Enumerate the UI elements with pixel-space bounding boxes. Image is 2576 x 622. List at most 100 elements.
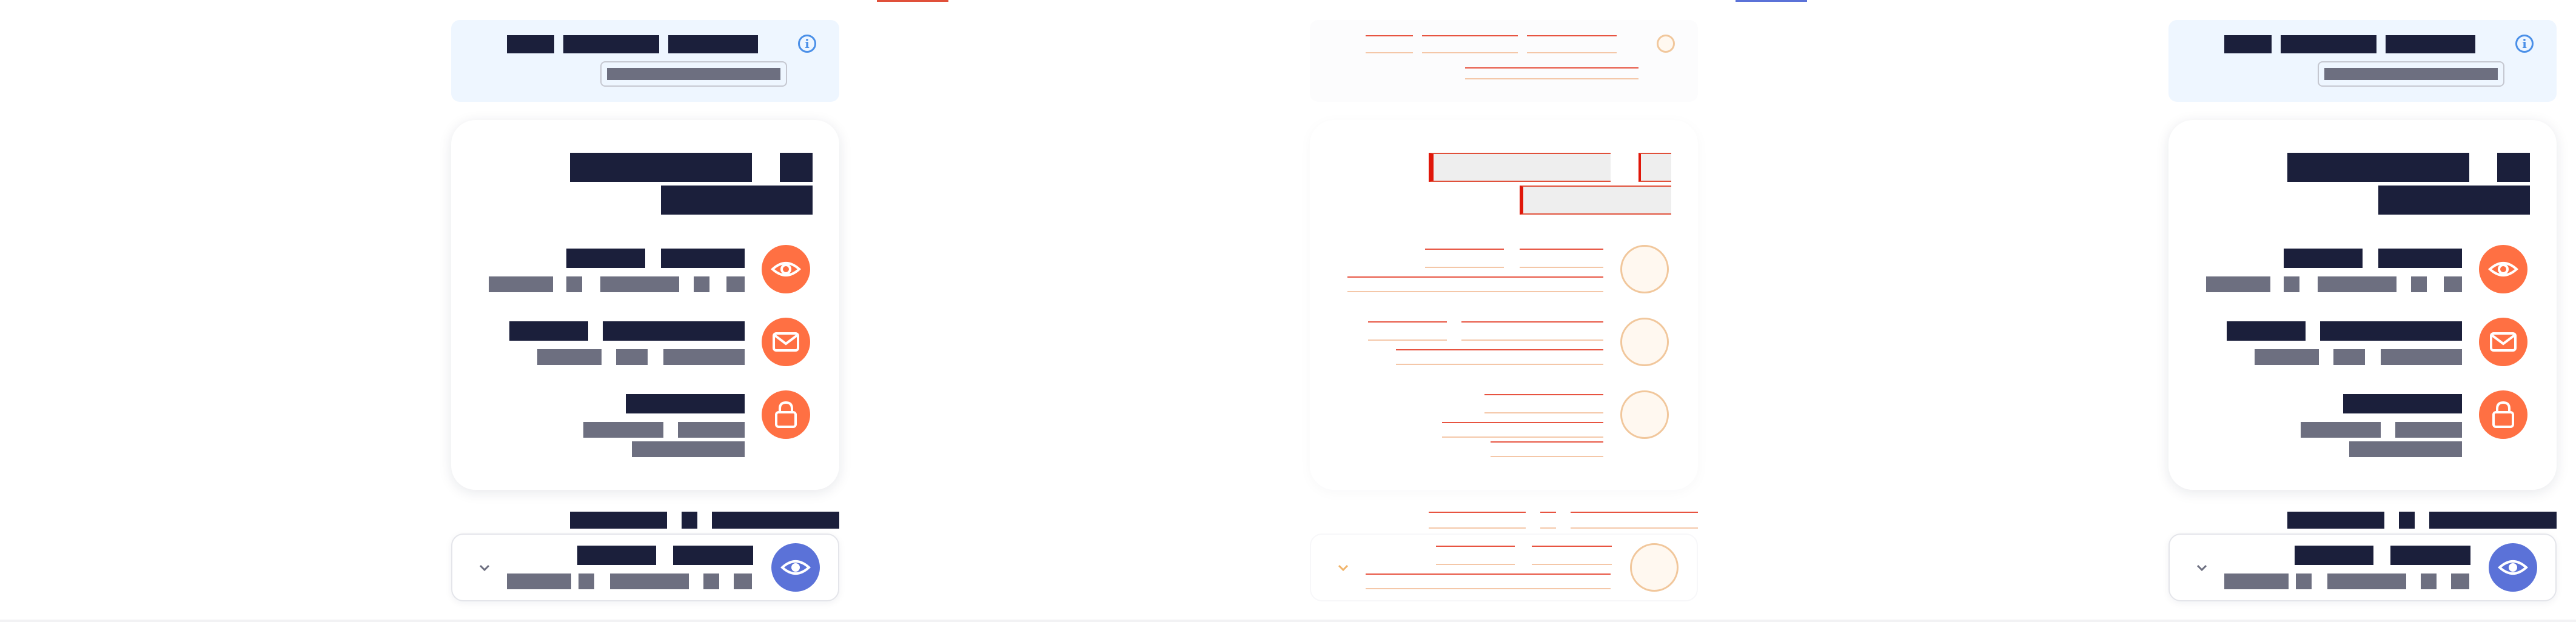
privacy-item-description [537, 349, 602, 365]
info-icon[interactable]: i [2515, 35, 2534, 53]
info-icon [1657, 35, 1675, 53]
privacy-item-description-line2 [2349, 441, 2462, 457]
collapsed-item-description-word [610, 574, 689, 589]
privacy-item-description-word [726, 276, 745, 292]
collapsed-item-description-word [579, 574, 594, 589]
privacy-card-heading-word [2497, 153, 2530, 182]
privacy-item-title [2227, 321, 2306, 341]
privacy-card-heading [570, 153, 752, 182]
privacy-item-description [583, 422, 663, 438]
privacy-item-title-word [2378, 249, 2462, 268]
lock-icon [1620, 390, 1669, 439]
info-banner: i [2168, 20, 2557, 102]
privacy-card [451, 120, 839, 490]
eye-icon [762, 245, 810, 293]
privacy-item-description-word [616, 349, 648, 365]
section-heading-word [682, 512, 697, 529]
info-link-badge[interactable] [600, 61, 787, 87]
privacy-item-title [566, 249, 645, 268]
ghost-heading [1520, 186, 1671, 215]
chevron-down-icon[interactable] [2193, 559, 2211, 577]
diff-marker [1736, 0, 1807, 2]
collapsed-item-description-word [2451, 574, 2469, 589]
collapsed-item-description-word [2296, 574, 2312, 589]
lock-icon [2479, 390, 2527, 439]
ghost-text [1461, 321, 1603, 341]
info-banner: i [451, 20, 839, 102]
ghost-text [1465, 67, 1639, 79]
panel-diff-overlay [859, 0, 1717, 622]
collapsed-item-title-word [2390, 546, 2470, 565]
collapsed-item-title [577, 546, 656, 565]
collapsed-item-ghost [1310, 533, 1698, 601]
privacy-item-title [626, 394, 745, 413]
collapsed-item[interactable] [451, 533, 839, 601]
diff-marker [877, 0, 948, 2]
ghost-text [1491, 441, 1603, 457]
privacy-item-description-word [2284, 276, 2299, 292]
info-message-word [507, 35, 554, 53]
ghost-text [1540, 512, 1556, 529]
ghost-text [1429, 512, 1526, 529]
panel-bottom-edge [1717, 620, 2576, 622]
eye-icon [1630, 543, 1679, 592]
privacy-item-title-word [661, 249, 745, 268]
collapsed-item-description-word [734, 574, 752, 589]
ghost-text [1422, 35, 1518, 53]
lock-icon [762, 390, 810, 439]
info-icon[interactable]: i [798, 35, 816, 53]
privacy-item-title [509, 321, 588, 341]
privacy-item-description-word [2395, 422, 2462, 438]
privacy-item-description-word [2318, 276, 2397, 292]
info-message-word [668, 35, 758, 53]
privacy-card-heading-word [780, 153, 813, 182]
collapsed-item-description [2224, 574, 2289, 589]
panel-bottom-edge [0, 620, 859, 622]
privacy-card [2168, 120, 2557, 490]
collapsed-item[interactable] [2168, 533, 2557, 601]
info-link-badge[interactable] [2318, 61, 2504, 87]
info-message-word [2281, 35, 2376, 53]
privacy-item-description-word [678, 422, 745, 438]
collapsed-item-title [2295, 546, 2373, 565]
ghost-heading [1429, 153, 1611, 182]
chevron-down-icon[interactable] [475, 559, 494, 577]
mail-icon [2479, 318, 2527, 366]
info-link-label [2324, 68, 2498, 80]
privacy-item-description-word [694, 276, 709, 292]
ghost-text [1532, 546, 1612, 565]
ghost-text [1442, 422, 1603, 438]
section-heading-word [2429, 512, 2557, 529]
collapsed-item-title-word [673, 546, 753, 565]
ghost-text [1520, 249, 1603, 268]
ghost-heading [1639, 153, 1671, 182]
privacy-card-ghost [1310, 120, 1698, 490]
ghost-text [1347, 276, 1603, 292]
privacy-item-title [2343, 394, 2462, 413]
ghost-text [1436, 546, 1515, 565]
privacy-item-title-word [603, 321, 745, 341]
ghost-text [1396, 349, 1603, 365]
info-message-word [2224, 35, 2272, 53]
ghost-text [1366, 35, 1413, 53]
section-heading-word [2399, 512, 2415, 529]
privacy-item-description [489, 276, 553, 292]
info-banner-ghost [1310, 20, 1698, 102]
info-link-label [607, 68, 780, 80]
eye-icon [1620, 245, 1669, 293]
eye-icon [2479, 245, 2527, 293]
ghost-text [1425, 249, 1504, 268]
chevron-down-icon [1338, 564, 1349, 572]
panel-rendered: i [0, 0, 859, 622]
mail-icon [762, 318, 810, 366]
collapsed-item-description-word [703, 574, 719, 589]
collapsed-item-description-word [2327, 574, 2406, 589]
privacy-item-title [2284, 249, 2363, 268]
privacy-item-description-line2 [632, 441, 745, 457]
privacy-item-description-word [600, 276, 679, 292]
collapsed-item-description-word [2421, 574, 2437, 589]
privacy-item-description [2255, 349, 2319, 365]
privacy-item-title-word [2320, 321, 2462, 341]
mail-icon [1620, 318, 1669, 366]
